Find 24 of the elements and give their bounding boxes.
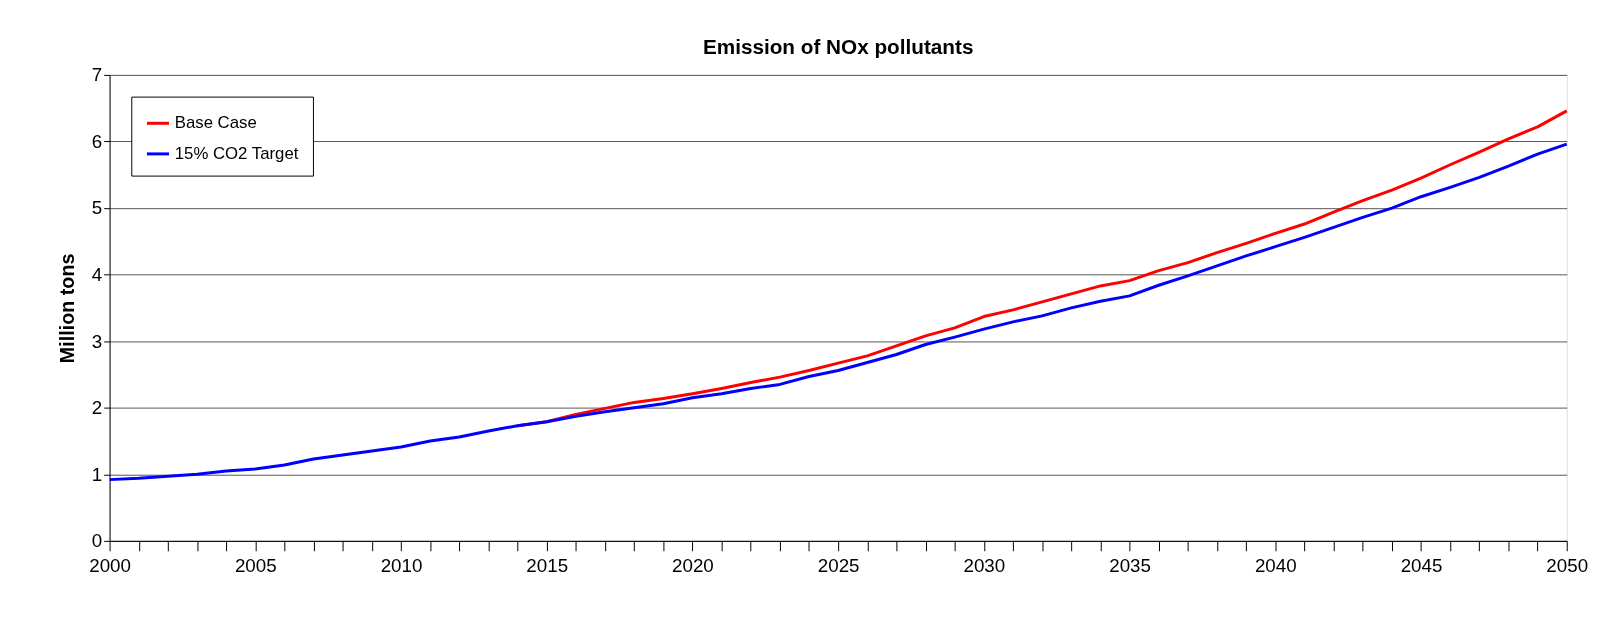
y-tick-label: 1 <box>91 463 103 485</box>
y-axis-title: Million tons <box>55 253 78 364</box>
x-tick-label: 2035 <box>1109 554 1151 576</box>
line-series <box>108 142 1569 482</box>
x-tick-label: 2020 <box>672 554 714 576</box>
x-tick-label: 2005 <box>234 554 277 576</box>
x-tick-label: 2015 <box>526 554 569 576</box>
legend-label: Base Case <box>174 113 257 133</box>
y-tick-label: 5 <box>91 197 103 219</box>
y-tick-label: 2 <box>91 397 103 419</box>
x-tick-label: 2040 <box>1254 554 1297 576</box>
y-tick-label: 4 <box>91 264 103 286</box>
y-tick-label: 3 <box>91 330 103 352</box>
chart-title: Emission of NOx pollutants <box>702 35 974 59</box>
y-tick-label: 7 <box>91 64 103 86</box>
y-tick-label: 0 <box>91 530 103 552</box>
x-tick-label: 2025 <box>817 554 860 576</box>
x-tick-label: 2000 <box>89 554 131 576</box>
x-tick-label: 2010 <box>380 554 423 576</box>
x-tick-label: 2030 <box>963 554 1006 576</box>
legend-label: 15% CO2 Target <box>174 143 299 163</box>
x-tick-label: 2045 <box>1400 554 1443 576</box>
y-tick-label: 6 <box>91 130 103 152</box>
x-tick-label: 2050 <box>1546 554 1589 576</box>
